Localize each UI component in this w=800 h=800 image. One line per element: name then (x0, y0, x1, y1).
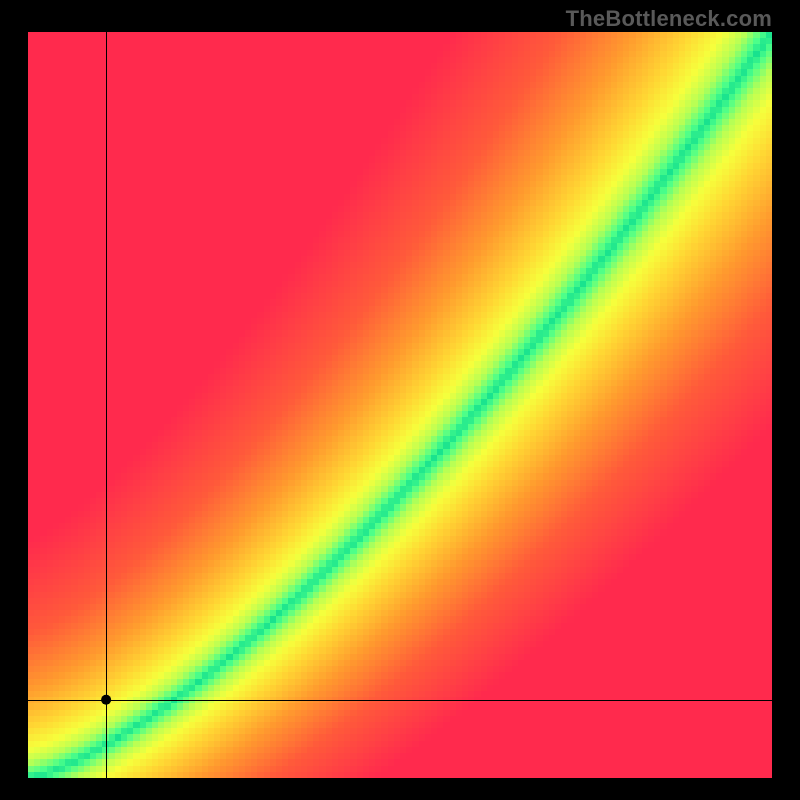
bottleneck-heatmap (0, 0, 800, 800)
chart-container: TheBottleneck.com (0, 0, 800, 800)
watermark-text: TheBottleneck.com (566, 6, 772, 32)
